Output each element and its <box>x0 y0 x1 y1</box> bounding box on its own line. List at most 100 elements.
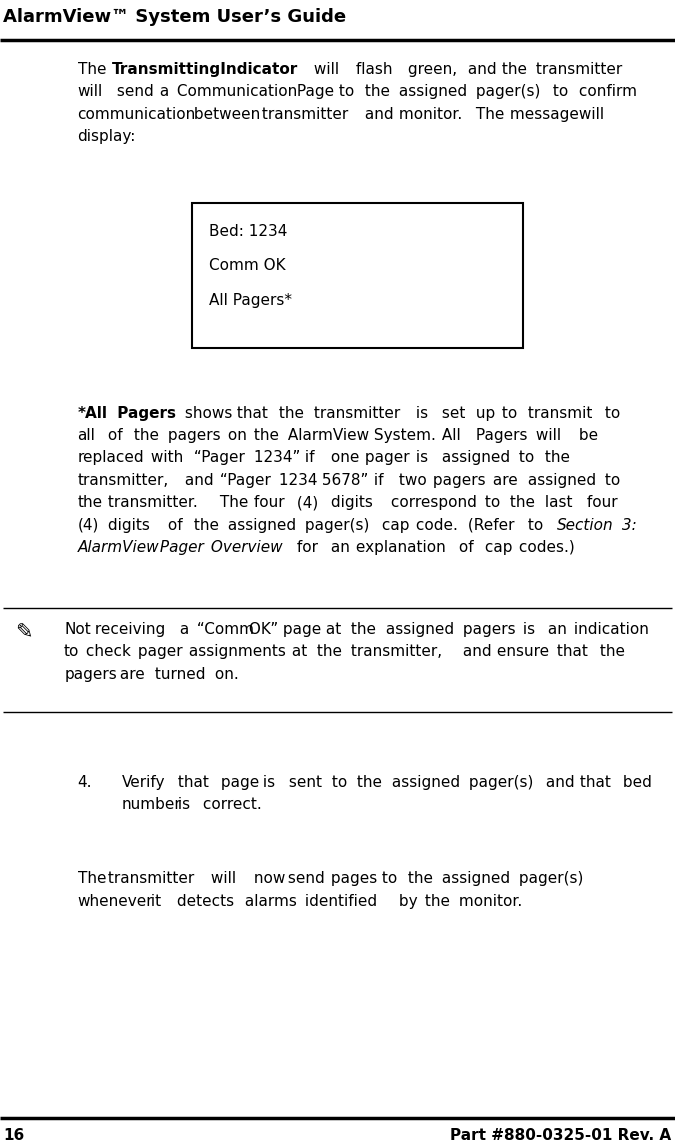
Text: will: will <box>574 107 604 122</box>
Text: bed: bed <box>618 775 651 790</box>
Text: ✎: ✎ <box>16 622 33 642</box>
Text: pager(s): pager(s) <box>464 775 533 790</box>
Text: detects: detects <box>171 894 234 908</box>
Text: AlarmView: AlarmView <box>78 540 159 555</box>
Text: will: will <box>206 872 236 887</box>
Text: (4): (4) <box>292 496 318 510</box>
Text: and: and <box>360 107 394 122</box>
Text: pager(s): pager(s) <box>514 872 583 887</box>
Text: the: the <box>346 622 377 637</box>
Text: transmitter,: transmitter, <box>346 645 443 660</box>
Text: if: if <box>300 451 315 466</box>
Text: The: The <box>78 62 111 77</box>
Text: All Pagers*: All Pagers* <box>209 294 292 309</box>
Text: 3:: 3: <box>617 517 637 532</box>
Text: and: and <box>462 62 496 77</box>
Text: between: between <box>189 107 260 122</box>
Text: the: the <box>248 428 279 443</box>
Text: digits: digits <box>103 517 150 532</box>
Text: AlarmView™ System User’s Guide: AlarmView™ System User’s Guide <box>3 8 346 26</box>
Text: are: are <box>488 473 518 487</box>
Text: that: that <box>551 645 588 660</box>
Text: is: is <box>411 451 429 466</box>
Text: Pagers: Pagers <box>471 428 528 443</box>
Text: transmitter,: transmitter, <box>78 473 169 487</box>
Text: confirm: confirm <box>574 85 637 100</box>
Text: check: check <box>81 645 131 660</box>
Text: Transmitting: Transmitting <box>112 62 221 77</box>
Text: transmitter.: transmitter. <box>103 496 198 510</box>
Text: and: and <box>180 473 214 487</box>
Text: receiving: receiving <box>90 622 165 637</box>
Text: assigned: assigned <box>223 517 296 532</box>
Text: to: to <box>64 645 80 660</box>
Text: pages: pages <box>326 872 377 887</box>
Text: page: page <box>215 775 259 790</box>
Text: OK”: OK” <box>244 622 278 637</box>
Text: the: the <box>313 645 342 660</box>
Text: transmit: transmit <box>522 406 592 421</box>
Text: assignments: assignments <box>184 645 286 660</box>
Text: is: is <box>259 775 275 790</box>
Text: the: the <box>360 85 390 100</box>
Text: The: The <box>78 872 106 887</box>
Text: correspond: correspond <box>385 496 477 510</box>
Text: flash: flash <box>352 62 393 77</box>
Text: to: to <box>480 496 500 510</box>
Text: “Pager: “Pager <box>215 473 271 487</box>
Text: to: to <box>334 85 354 100</box>
Text: Pagers: Pagers <box>112 406 181 421</box>
Text: Indicator: Indicator <box>215 62 302 77</box>
Text: page: page <box>278 622 321 637</box>
Text: assigned: assigned <box>522 473 595 487</box>
Text: 1234”: 1234” <box>248 451 300 466</box>
Text: that: that <box>575 775 611 790</box>
Text: send: send <box>112 85 154 100</box>
Text: on: on <box>223 428 247 443</box>
Text: pager(s): pager(s) <box>471 85 541 100</box>
Text: the: the <box>595 645 624 660</box>
Text: last: last <box>539 496 572 510</box>
Text: pagers: pagers <box>64 666 117 681</box>
Text: of: of <box>103 428 123 443</box>
Text: to: to <box>548 85 568 100</box>
Text: pagers: pagers <box>429 473 486 487</box>
Text: set: set <box>437 406 465 421</box>
Text: assigned: assigned <box>394 85 467 100</box>
Text: 5678”: 5678” <box>317 473 369 487</box>
Text: “Pager: “Pager <box>189 451 245 466</box>
Text: explanation: explanation <box>352 540 446 555</box>
Text: one: one <box>326 451 359 466</box>
Text: transmitter: transmitter <box>103 872 194 887</box>
Text: ensure: ensure <box>492 645 549 660</box>
Text: Not: Not <box>64 622 91 637</box>
Text: the: the <box>539 451 570 466</box>
Text: transmitter: transmitter <box>531 62 622 77</box>
Text: send: send <box>283 872 325 887</box>
Text: pager(s): pager(s) <box>300 517 369 532</box>
Text: Communication: Communication <box>171 85 297 100</box>
Text: pager: pager <box>360 451 410 466</box>
Text: pager: pager <box>132 645 182 660</box>
Text: to: to <box>599 406 620 421</box>
Text: and: and <box>458 645 491 660</box>
Text: to: to <box>522 517 547 532</box>
Text: with: with <box>146 451 184 466</box>
Text: replaced: replaced <box>78 451 144 466</box>
Text: the: the <box>403 872 433 887</box>
Text: will: will <box>308 62 339 77</box>
Text: indication: indication <box>569 622 649 637</box>
Text: 16: 16 <box>3 1128 24 1144</box>
Text: to: to <box>377 872 398 887</box>
Text: (Refer: (Refer <box>462 517 514 532</box>
Text: now: now <box>248 872 285 887</box>
Text: Bed: 1234: Bed: 1234 <box>209 224 288 239</box>
Text: is: is <box>518 622 535 637</box>
Text: whenever: whenever <box>78 894 153 908</box>
Text: The: The <box>215 496 248 510</box>
Text: is: is <box>411 406 429 421</box>
Text: monitor.: monitor. <box>394 107 462 122</box>
Text: assigned: assigned <box>437 872 510 887</box>
Text: it: it <box>146 894 161 908</box>
Text: be: be <box>574 428 598 443</box>
